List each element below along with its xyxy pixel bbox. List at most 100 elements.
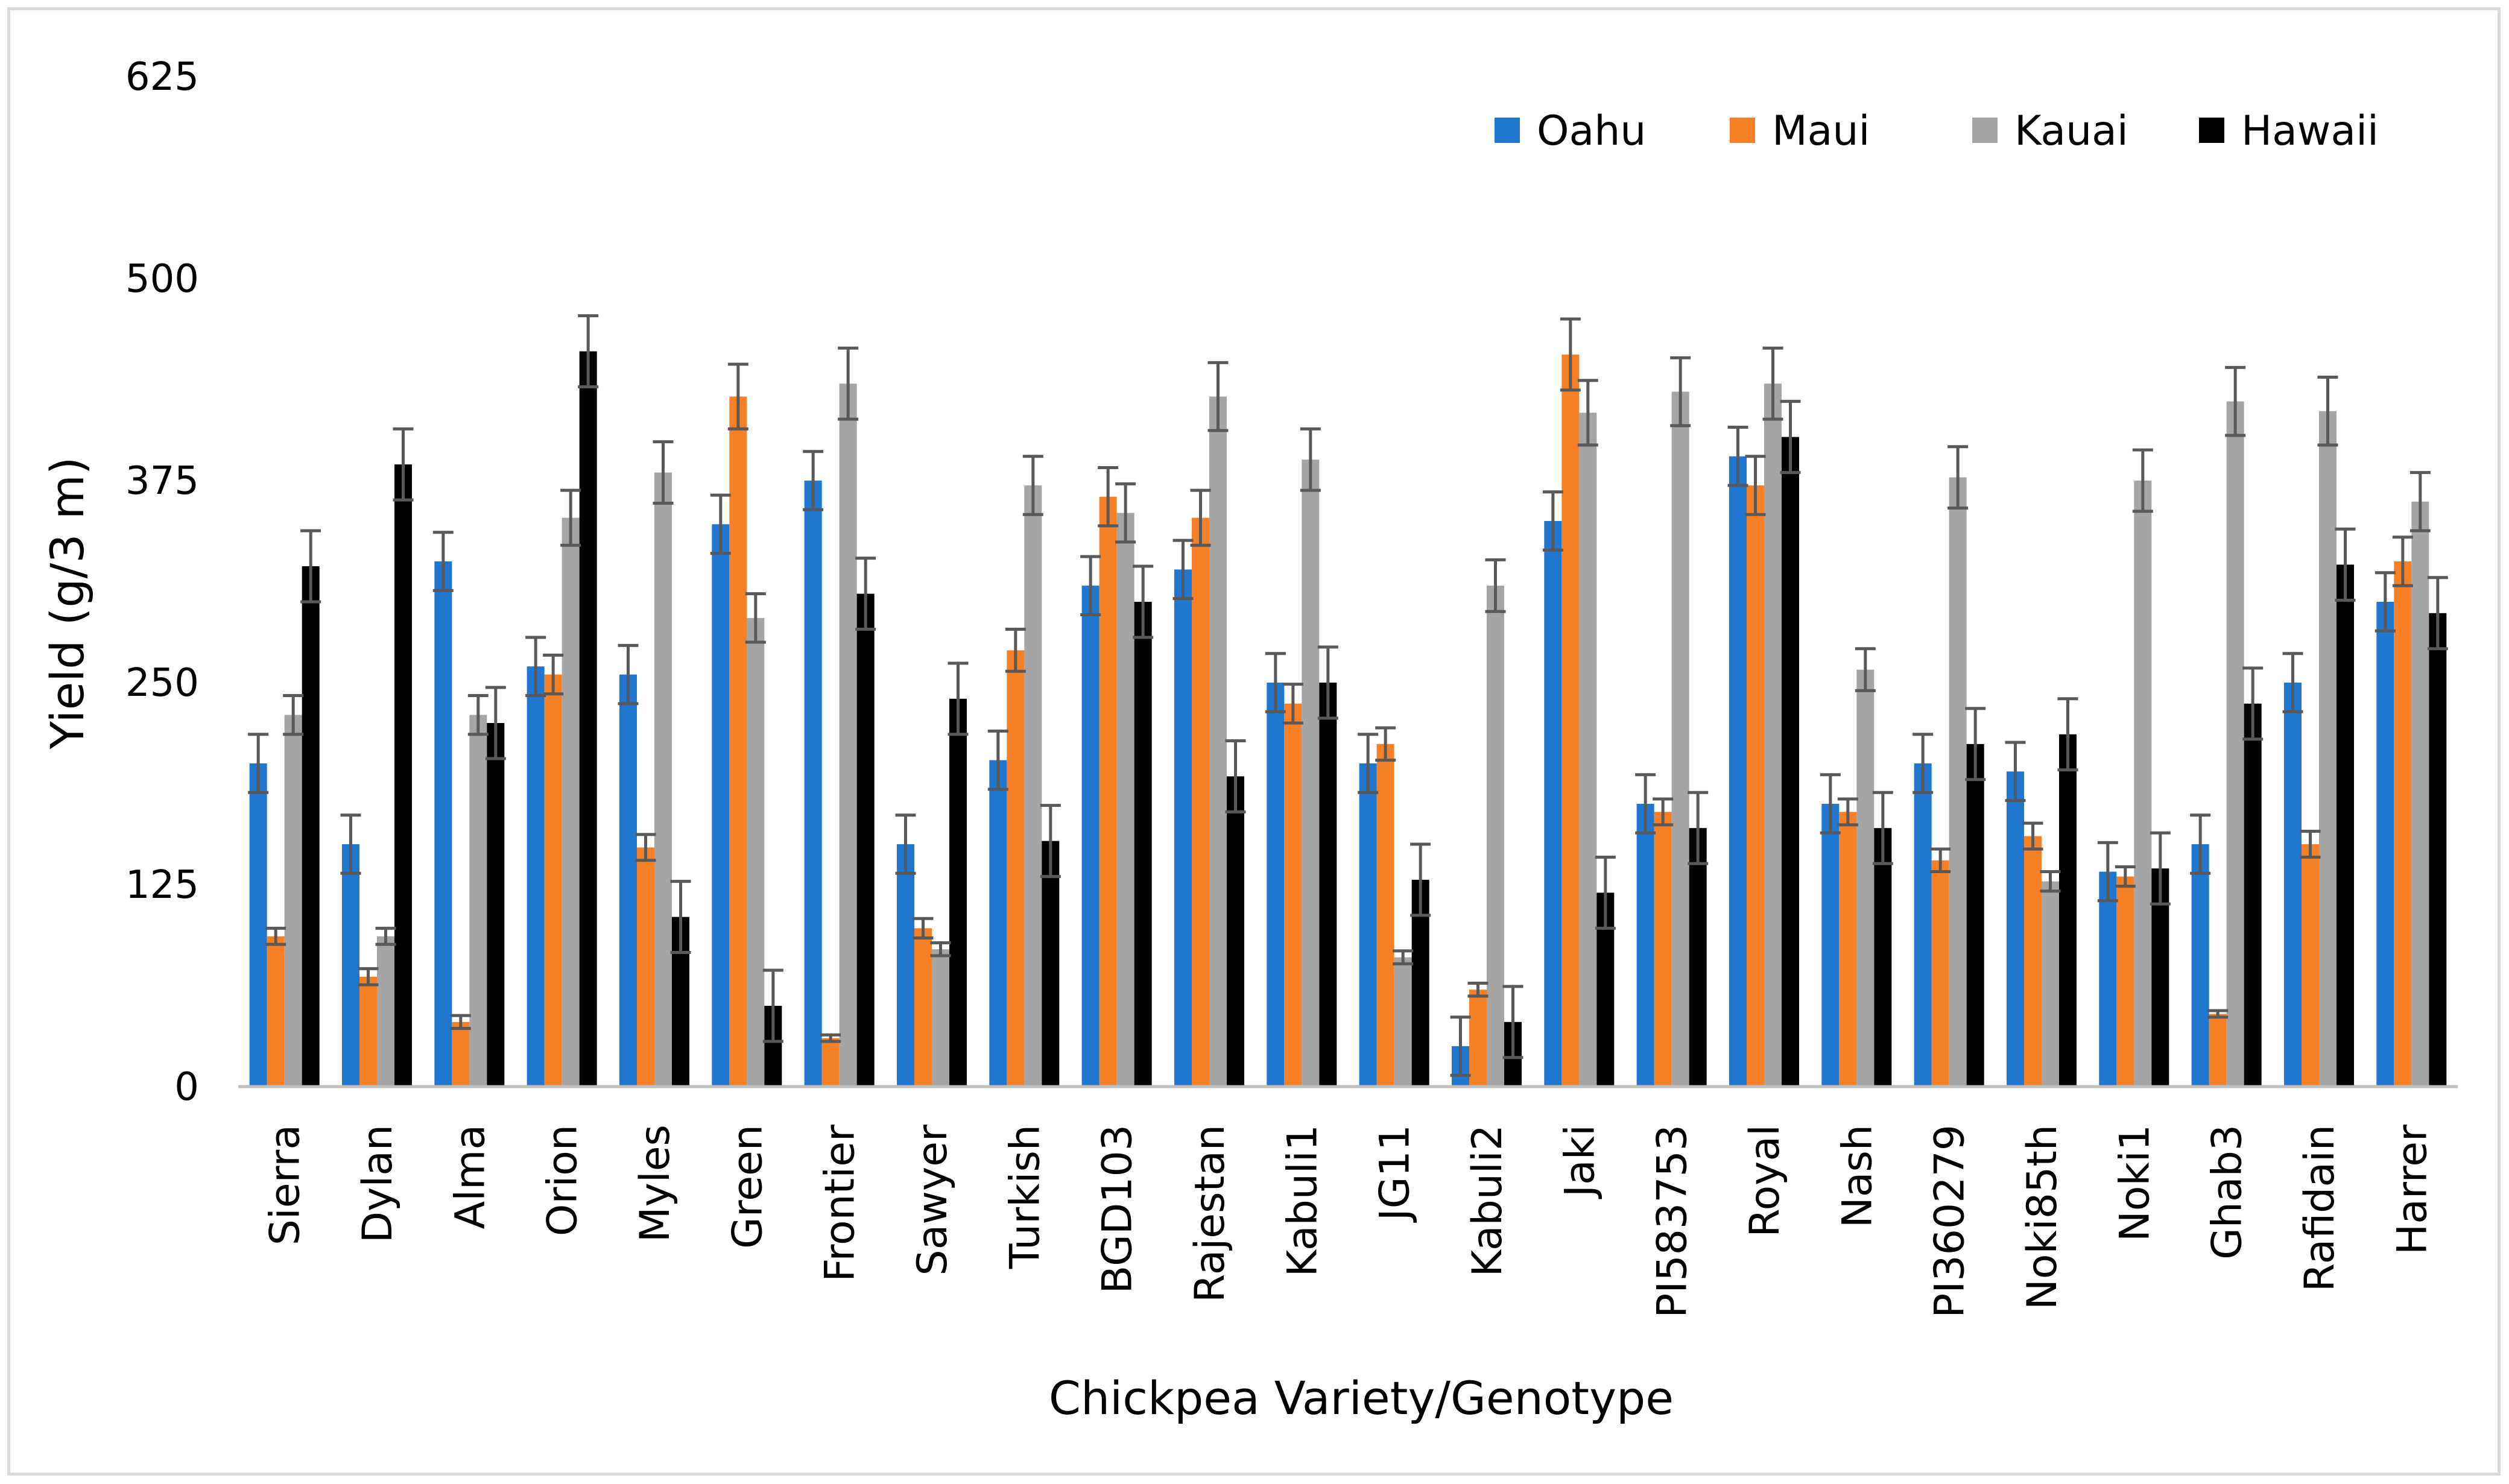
- legend-item-maui: Maui: [1730, 107, 1870, 155]
- bar-kauai-bgd103: [1116, 513, 1134, 1087]
- y-axis-title: Yield (g/3 m): [40, 457, 94, 750]
- bar-maui-jaki: [1561, 354, 1580, 1087]
- error-bar-hawaii-nash: [1872, 791, 1893, 865]
- error-bar-oahu-rajestan: [1172, 538, 1194, 601]
- bar-maui-frontier: [821, 1038, 840, 1087]
- error-bar-oahu-sawyer: [895, 813, 916, 875]
- bar-maui-harrer: [2394, 561, 2412, 1087]
- bar-hawaii-kabuli1: [1319, 683, 1337, 1087]
- bar-hawaii-bgd103: [1134, 602, 1152, 1087]
- error-bar-kauai-bgd103: [1115, 482, 1136, 544]
- y-axis: 0 125 250 375 500 625: [125, 55, 199, 1110]
- error-bar-hawaii-jaki: [1595, 855, 1616, 930]
- error-bar-hawaii-bgd103: [1133, 564, 1154, 639]
- y-tick-label: 250: [125, 661, 199, 706]
- error-bar-kauai-kabuli1: [1300, 427, 1321, 492]
- error-bar-hawaii-pi360279: [1965, 707, 1986, 781]
- error-bar-hawaii-kabuli2: [1502, 985, 1523, 1059]
- y-tick-label: 625: [125, 55, 199, 99]
- y-tick-label: 0: [174, 1065, 199, 1110]
- error-bar-kauai-royal: [1762, 346, 1783, 421]
- error-bar-hawaii-royal: [1780, 400, 1801, 475]
- bar-hawaii-turkish: [1042, 841, 1060, 1087]
- x-tick-label: Noki85th: [2019, 1125, 2066, 1310]
- bar-maui-pi360279: [1931, 860, 1949, 1087]
- bar-hawaii-frontier: [856, 593, 875, 1087]
- bar-maui-kabuli1: [1284, 703, 1302, 1087]
- bar-oahu-kabuli1: [1267, 683, 1285, 1087]
- error-bar-oahu-ghab3: [2190, 813, 2211, 875]
- x-tick-label: Sawyer: [909, 1125, 957, 1276]
- error-bar-kauai-harrer: [2409, 471, 2431, 532]
- error-bar-kauai-noki85th: [2040, 870, 2061, 893]
- x-tick-label: Alma: [446, 1125, 494, 1229]
- x-tick-label: Jaki: [1556, 1125, 1604, 1199]
- error-bar-maui-harrer: [2392, 535, 2413, 587]
- x-tick-label: Kabuli2: [1464, 1125, 1511, 1277]
- legend-swatch: [2199, 118, 2224, 143]
- y-tick-label: 375: [125, 459, 199, 504]
- bar-hawaii-royal: [1782, 437, 1799, 1087]
- error-bar-maui-turkish: [1005, 628, 1026, 673]
- bar-kauai-dylan: [377, 936, 394, 1087]
- y-tick-label: 500: [125, 257, 199, 302]
- error-bar-hawaii-sawyer: [948, 661, 969, 736]
- bar-kauai-pi360279: [1949, 477, 1967, 1087]
- bar-maui-dylan: [359, 976, 377, 1087]
- legend-label: Maui: [1772, 107, 1870, 155]
- bar-maui-jg11: [1376, 744, 1394, 1087]
- error-bar-oahu-dylan: [340, 813, 361, 875]
- bar-kauai-rafidain: [2319, 411, 2337, 1087]
- error-bar-hawaii-kabuli1: [1317, 645, 1338, 720]
- bar-oahu-dylan: [342, 844, 359, 1087]
- bar-oahu-pi360279: [1914, 763, 1932, 1087]
- x-axis-title: Chickpea Variety/Genotype: [1049, 1371, 1674, 1425]
- bar-oahu-pi583753: [1636, 804, 1654, 1087]
- error-bar-hawaii-dylan: [393, 427, 414, 502]
- x-tick-label: Royal: [1741, 1125, 1789, 1237]
- error-bar-hawaii-jg11: [1410, 842, 1431, 917]
- chart-frame: [7, 7, 2501, 1476]
- bar-oahu-rafidain: [2284, 683, 2302, 1087]
- error-bar-oahu-pi360279: [1913, 733, 1934, 794]
- x-tick-label: Nash: [1834, 1125, 1881, 1228]
- bar-oahu-bgd103: [1081, 586, 1099, 1087]
- error-bar-maui-rajestan: [1190, 488, 1211, 547]
- error-bar-hawaii-noki1: [2150, 831, 2171, 906]
- error-bar-maui-bgd103: [1098, 466, 1119, 528]
- bar-kauai-jaki: [1579, 412, 1597, 1087]
- bar-oahu-noki85th: [2007, 771, 2024, 1087]
- error-bar-oahu-noki85th: [2005, 740, 2026, 803]
- error-bar-hawaii-rafidain: [2335, 527, 2356, 602]
- legend-swatch: [1495, 118, 1520, 143]
- error-bar-oahu-pi583753: [1635, 773, 1656, 835]
- error-bar-oahu-kabuli1: [1265, 652, 1286, 713]
- bar-maui-alma: [452, 1021, 470, 1087]
- bar-hawaii-pi360279: [1966, 744, 1984, 1087]
- error-bar-kauai-ghab3: [2225, 365, 2246, 437]
- error-bar-hawaii-myles: [670, 880, 691, 955]
- bar-kauai-pi583753: [1671, 391, 1689, 1087]
- x-tick-label: Kabuli1: [1279, 1125, 1326, 1277]
- bar-kauai-alma: [469, 715, 487, 1087]
- error-bar-maui-kabuli2: [1467, 981, 1489, 998]
- bar-kauai-sawyer: [932, 949, 949, 1087]
- bar-hawaii-ghab3: [2244, 703, 2262, 1087]
- x-tick-label: Turkish: [1001, 1125, 1049, 1269]
- bar-maui-nash: [1839, 812, 1857, 1087]
- error-bar-oahu-nash: [1820, 773, 1841, 835]
- error-bar-kauai-pi583753: [1670, 356, 1691, 428]
- error-bar-maui-sawyer: [913, 917, 934, 939]
- error-bar-maui-jg11: [1375, 726, 1396, 762]
- bar-maui-royal: [1747, 485, 1764, 1087]
- legend-label: Hawaii: [2241, 107, 2379, 155]
- error-bar-kauai-myles: [653, 440, 674, 505]
- bar-kauai-kabuli2: [1487, 586, 1504, 1087]
- error-bar-hawaii-ghab3: [2242, 666, 2264, 741]
- error-bar-oahu-rafidain: [2282, 652, 2303, 713]
- bar-maui-noki85th: [2024, 836, 2042, 1087]
- x-tick-label: Frontier: [817, 1125, 864, 1282]
- bar-kauai-nash: [1856, 669, 1875, 1087]
- bar-oahu-sierra: [249, 763, 267, 1087]
- x-tick-label: Rajestan: [1186, 1125, 1234, 1302]
